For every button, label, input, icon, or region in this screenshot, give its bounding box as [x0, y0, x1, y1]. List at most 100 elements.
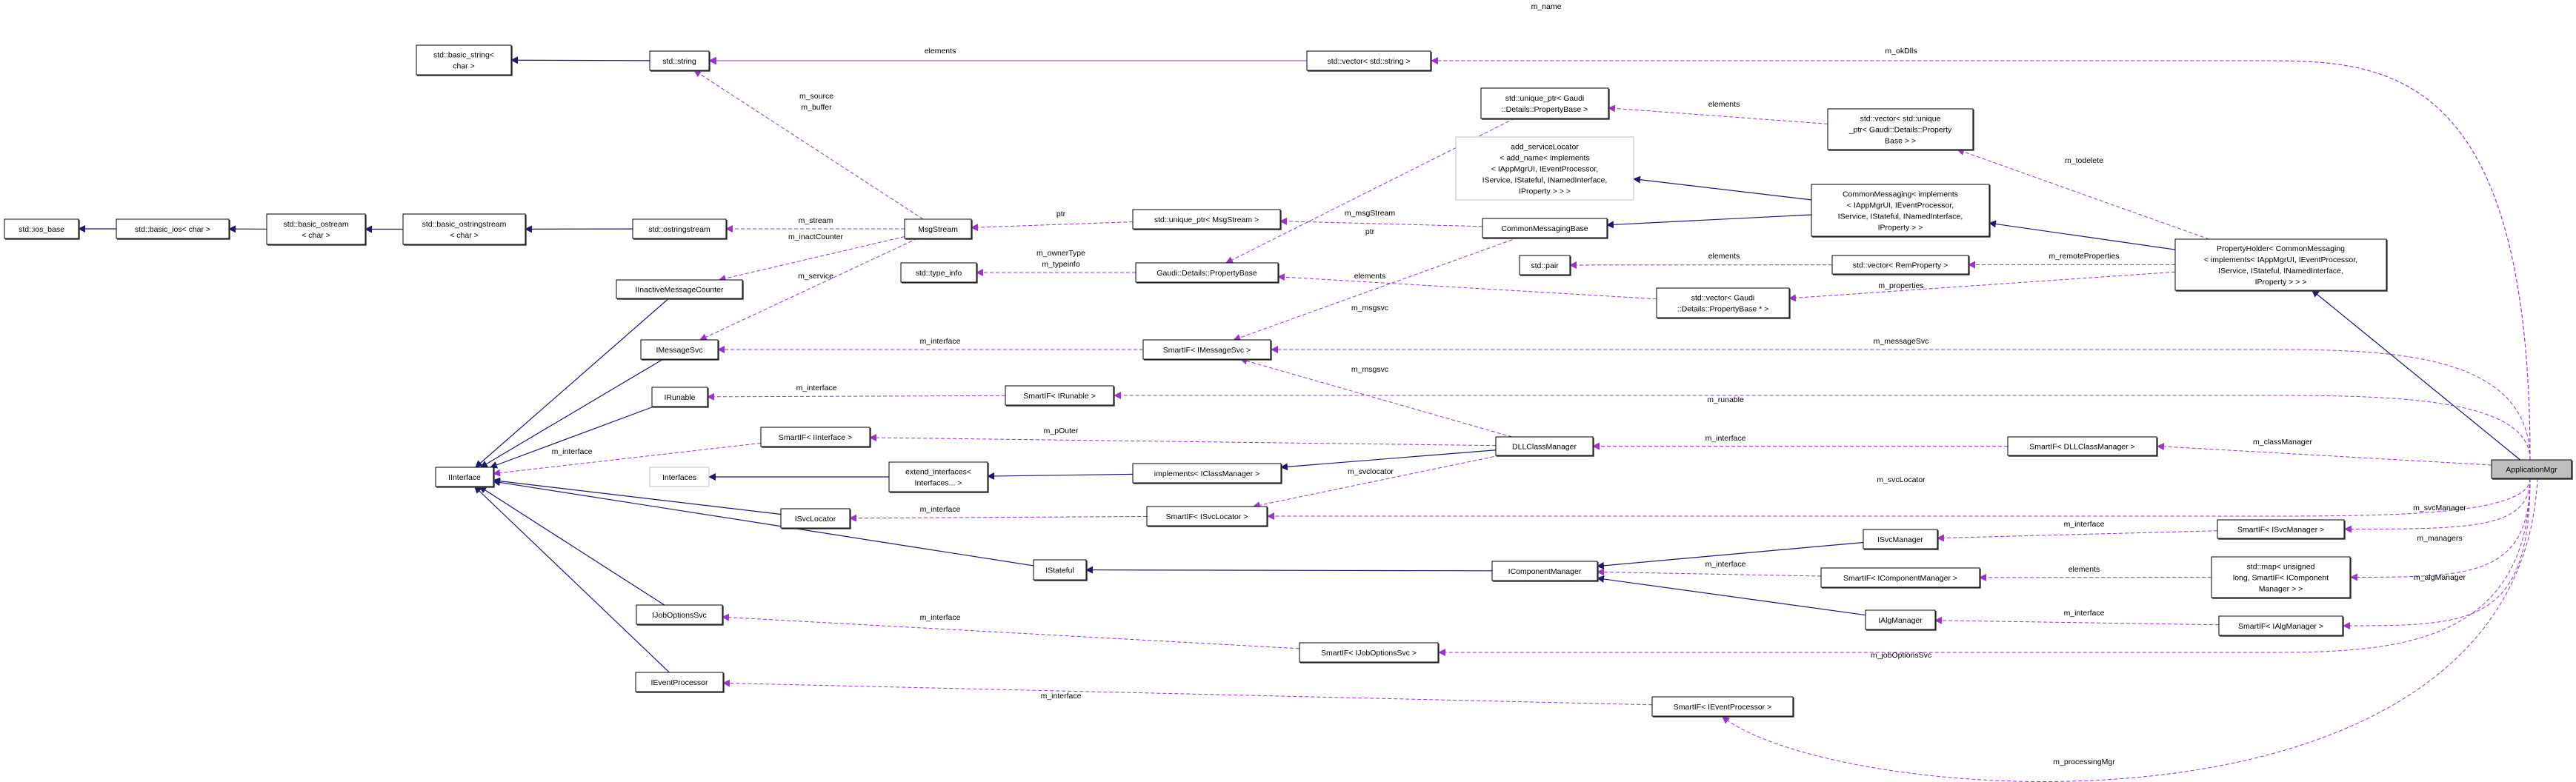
class-node-siSM[interactable]: SmartIF< ISvcManager > — [2217, 519, 2346, 540]
usage-edge — [693, 70, 924, 220]
class-node-irun[interactable]: IRunable — [651, 387, 709, 408]
node-box — [636, 604, 723, 625]
node-box — [888, 461, 988, 492]
class-node-cm[interactable]: CommonMessaging< implements < IAppMgrUI, … — [1811, 184, 1991, 238]
edge-label: m_svcManager — [2413, 504, 2466, 512]
node-box — [2174, 238, 2387, 291]
node-shadow — [5, 220, 80, 240]
inheritance-edge — [475, 298, 670, 468]
usage-edge — [1252, 455, 1500, 509]
node-label: SmartIF< IAlgManager > — [2238, 622, 2323, 631]
node-label: Gaudi::Details::PropertyBase — [1156, 269, 1257, 278]
node-label: IProperty > > — [1878, 224, 1923, 233]
node-shadow — [782, 509, 851, 529]
class-node-iinterface[interactable]: IInterface — [435, 467, 495, 488]
edge-label: m_stream — [799, 216, 833, 225]
class-node-siRun[interactable]: SmartIF< IRunable > — [1005, 385, 1115, 407]
node-label: IStateful — [1045, 567, 1074, 575]
edge-label: elements — [1708, 100, 1740, 109]
class-node-siDLL[interactable]: SmartIF< DLLClassManager > — [2007, 436, 2158, 457]
class-node-vecstr[interactable]: std::vector< std::string > — [1306, 50, 1432, 72]
class-node-string[interactable]: std::string — [649, 50, 710, 72]
node-shadow — [1144, 341, 1272, 361]
class-node-dll[interactable]: DLLClassManager — [1495, 436, 1594, 457]
class-node-isl[interactable]: ISvcLocator — [780, 508, 851, 529]
class-node-msgstream[interactable]: MsgStream — [904, 218, 973, 240]
class-node-siAM[interactable]: SmartIF< IAlgManager > — [2218, 615, 2344, 637]
class-node-basic_ostringstream[interactable]: std::basic_ostringstream< char > — [402, 213, 527, 246]
inheritance-edge — [987, 472, 1134, 480]
node-box — [651, 387, 708, 407]
class-node-siJO[interactable]: SmartIF< IJobOptionsSvc > — [1299, 642, 1440, 664]
class-node-ism[interactable]: ISvcManager — [1863, 529, 1939, 550]
usage-edge — [849, 514, 1148, 522]
class-node-ijo[interactable]: IJobOptionsSvc — [636, 604, 724, 626]
class-node-pair[interactable]: std::pair — [1519, 255, 1571, 276]
node-shadow — [1134, 210, 1282, 230]
class-node-ph[interactable]: PropertyHolder< CommonMessaging < impleme… — [2174, 238, 2388, 292]
class-node-basic_ostream[interactable]: std::basic_ostream< char > — [266, 213, 367, 246]
node-label: std::ios_base — [19, 225, 64, 234]
node-label: SmartIF< ISvcManager > — [2237, 526, 2324, 535]
class-node-siII[interactable]: SmartIF< IInterface > — [760, 427, 871, 448]
node-box — [2218, 615, 2343, 636]
class-node-iep[interactable]: IEventProcessor — [635, 672, 725, 693]
edge-label: m_msgsvc — [1351, 304, 1388, 313]
node-box — [900, 262, 977, 283]
edge-label: m_source — [799, 92, 833, 101]
inheritance-edge — [1633, 176, 1812, 201]
class-node-vecRem[interactable]: std::vector< RemProperty > — [1831, 255, 1970, 275]
class-node-vecPBp[interactable]: std::vector< Gaudi::Details::PropertyBas… — [1656, 287, 1791, 319]
class-node-interfaces[interactable]: Interfaces — [649, 467, 710, 487]
node-label: IProperty > > > — [2255, 278, 2307, 287]
class-node-ostringstream[interactable]: std::ostringstream — [632, 218, 728, 240]
node-box — [1146, 506, 1268, 527]
edge-label: m_managers — [2417, 534, 2462, 543]
node-label: MsgStream — [918, 225, 958, 234]
class-node-app[interactable]: ApplicationMgr — [2491, 459, 2573, 480]
class-node-siSL[interactable]: SmartIF< ISvcLocator > — [1146, 506, 1268, 527]
node-label: ::Details::PropertyBase * > — [1677, 305, 1768, 314]
class-node-cmb[interactable]: CommonMessagingBase — [1482, 218, 1608, 239]
usage-edge — [1957, 148, 2209, 240]
class-node-istateful[interactable]: IStateful — [1033, 559, 1088, 581]
node-box — [1820, 567, 1980, 588]
node-shadow — [1308, 52, 1432, 72]
edge-label: m_typeinfo — [1042, 260, 1080, 269]
class-node-siMsg[interactable]: SmartIF< IMessageSvc > — [1142, 339, 1272, 361]
edge-label: m_svcLocator — [1877, 475, 1926, 484]
class-node-basic_string[interactable]: std::basic_string<char > — [416, 44, 513, 76]
class-node-uptrMsg[interactable]: std::unique_ptr< MsgStream > — [1132, 209, 1282, 230]
class-node-basic_ios[interactable]: std::basic_ios< char > — [116, 218, 230, 240]
inheritance-edge — [479, 486, 665, 606]
inheritance-edge — [1597, 541, 1864, 569]
node-label: std::basic_ostringstream — [422, 220, 507, 229]
node-label: std::string — [662, 57, 696, 66]
node-box — [649, 50, 710, 71]
class-node-vecUptr[interactable]: std::vector< std::unique_ptr< Gaudi::Det… — [1827, 108, 1974, 151]
class-node-siEP[interactable]: SmartIF< IEventProcessor > — [1651, 696, 1794, 718]
class-node-typeinfo[interactable]: std::type_info — [900, 262, 978, 284]
class-node-extif[interactable]: extend_interfaces< Interfaces... > — [888, 461, 989, 493]
inheritance-edge — [510, 56, 650, 64]
node-label: std::pair — [1531, 261, 1559, 270]
class-node-iam[interactable]: IAlgManager — [1865, 609, 1937, 631]
class-node-implCM[interactable]: implements< IClassManager > — [1132, 463, 1282, 484]
node-box — [1142, 339, 1271, 360]
inheritance-edge — [1597, 575, 1866, 616]
class-node-inact[interactable]: IInactiveMessageCounter — [616, 279, 744, 300]
edge-label: m_interface — [2064, 520, 2105, 529]
inheritance-edge — [2312, 290, 2521, 461]
class-node-addsl[interactable]: add_serviceLocator < add_name< implements… — [1455, 136, 1634, 201]
class-node-PB[interactable]: Gaudi::Details::PropertyBase — [1135, 262, 1279, 284]
class-node-imsgsvc[interactable]: IMessageSvc — [640, 339, 719, 361]
class-node-icm[interactable]: IComponentManager — [1491, 561, 1599, 582]
node-label: IAlgManager — [1878, 616, 1923, 625]
node-box — [1132, 209, 1281, 230]
class-node-ios_base[interactable]: std::ios_base — [4, 218, 80, 240]
class-node-uptrPB[interactable]: std::unique_ptr< Gaudi::Details::Propert… — [1480, 87, 1610, 120]
edge-label: m_messageSvc — [1874, 337, 1929, 346]
class-node-siCM[interactable]: SmartIF< IComponentManager > — [1820, 567, 1981, 589]
